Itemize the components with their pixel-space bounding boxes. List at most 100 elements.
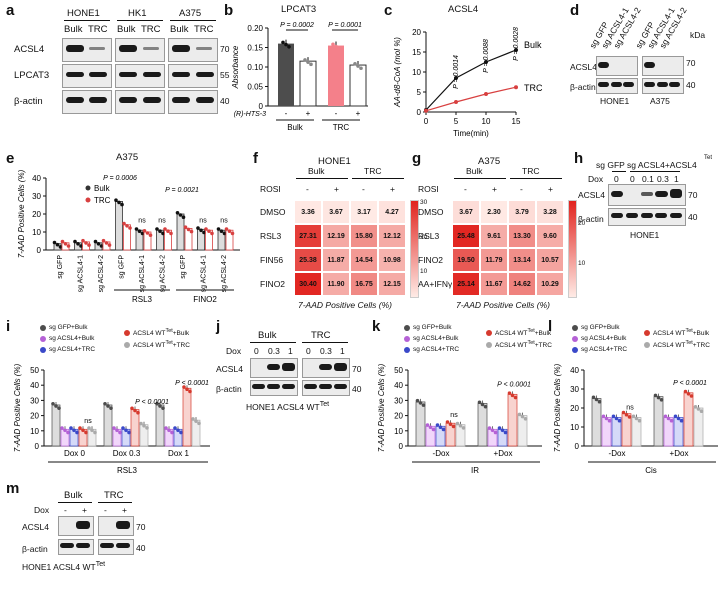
row-label: β-actin — [22, 544, 48, 554]
data-point — [653, 393, 658, 398]
panel-l-chart: 0 10 20 30 40 7-AAD Positive Cells (%) -Dox +Do… — [553, 363, 718, 475]
data-point — [96, 242, 101, 246]
heatmap-cell: 11.67 — [480, 272, 508, 296]
top-label: sg GFP sg ACSL4+ACSL4 — [596, 160, 697, 170]
data-point — [514, 85, 518, 90]
color-scale-bar — [410, 200, 419, 298]
lane-label: TRC — [194, 24, 214, 35]
legend-item: sg GFP+Bulk — [572, 324, 619, 331]
treatment-label: RSL3 — [132, 295, 153, 304]
heatmap-cell: 25.48 — [452, 224, 480, 248]
data-point — [490, 428, 495, 433]
legend-label: sg ACSL4+TRC — [581, 346, 628, 353]
lane-label: Bulk — [117, 24, 136, 35]
cell-line-underline — [170, 20, 216, 21]
y-tick-label: 40 — [30, 381, 39, 390]
legend-item: ACSL4 WTTet+TRC — [124, 340, 190, 349]
panel-label-e: e — [6, 150, 15, 167]
data-point — [155, 401, 159, 406]
data-point — [656, 395, 661, 400]
data-point — [659, 398, 664, 402]
data-point — [166, 229, 170, 233]
rosi-sign: + — [390, 184, 395, 194]
data-point — [303, 58, 307, 62]
column-group-label: Bulk — [308, 166, 325, 176]
y-tick-label: 10 — [570, 423, 579, 432]
rosi-label: ROSI — [260, 184, 281, 194]
data-point — [281, 40, 285, 45]
legend-dot — [40, 346, 46, 353]
y-tick-label: 10 — [32, 228, 41, 237]
data-point — [128, 226, 132, 230]
data-point — [163, 227, 167, 231]
cell-label: A375 — [650, 96, 670, 106]
heatmap-cell: 3.28 — [536, 200, 564, 224]
bar — [683, 392, 694, 447]
band — [116, 521, 130, 529]
column-group-label: TRC — [364, 166, 382, 176]
y-tick-label: 50 — [394, 366, 403, 375]
y-tick-label: 0 — [37, 246, 42, 255]
bar — [176, 213, 185, 251]
y-tick-label: 20 — [32, 210, 41, 219]
panel-e-chart: 0 10 20 30 40 7-AAD Positive Cells (%) sg GFP s… — [17, 169, 240, 304]
band — [119, 45, 137, 52]
data-point — [158, 229, 162, 233]
band — [66, 97, 84, 103]
panel-label-b: b — [224, 2, 234, 19]
dox-value: 0 — [254, 346, 259, 356]
data-point — [87, 426, 91, 430]
data-point — [287, 45, 291, 49]
data-point — [435, 423, 440, 427]
bar — [51, 404, 61, 447]
row-label: ACSL4 — [22, 522, 49, 532]
legend-label: ACSL4 WTTet+Bulk — [495, 328, 552, 338]
kda-label: kDa — [690, 30, 706, 40]
data-point — [617, 418, 622, 423]
p-value: P < 0.0001 — [135, 399, 169, 406]
x-tick-label: 0 — [424, 117, 429, 126]
band — [641, 192, 653, 196]
panel-i-chart: 0 10 20 30 40 50 7-AAD Positive Cells (%) Dox 0… — [13, 363, 210, 475]
data-point — [75, 430, 79, 435]
data-point — [204, 227, 208, 231]
chart-title: ACSL4 — [448, 4, 479, 15]
row-label: β-actin — [570, 82, 596, 92]
panel-g-heatmap: Bulk TRC ROSI - + - + DMSO 3.67 2.30 3.79 3.28 RSL3 2… — [418, 166, 585, 316]
rosi-sign: - — [464, 184, 467, 194]
band — [196, 97, 214, 103]
group-label: Bulk — [64, 490, 83, 501]
row-label: ACSL4 — [216, 364, 243, 374]
data-point — [637, 418, 642, 423]
condition-label: - — [335, 109, 338, 118]
data-point — [93, 430, 97, 435]
band — [598, 82, 609, 87]
p-value: P = 0.0014 — [453, 55, 460, 89]
cell-line-underline — [117, 20, 163, 21]
condition-label: - — [285, 109, 288, 118]
marker: 40 — [688, 212, 698, 222]
data-point — [483, 404, 488, 409]
data-point — [169, 231, 173, 236]
band — [119, 72, 137, 77]
data-point — [507, 391, 512, 395]
y-tick-label: 30 — [32, 192, 41, 201]
legend-item: sg ACSL4+Bulk — [404, 335, 458, 342]
data-point — [216, 227, 221, 231]
rosi-sign: + — [548, 184, 553, 194]
data-point — [458, 423, 463, 428]
data-point — [167, 428, 171, 433]
bar — [415, 401, 426, 447]
data-point — [173, 426, 177, 430]
data-point — [63, 242, 68, 246]
y-tick-label: 20 — [570, 404, 579, 413]
panel-label-i: i — [6, 318, 11, 335]
data-point — [441, 427, 446, 432]
p-value: P < 0.0001 — [673, 380, 707, 387]
band — [89, 72, 107, 77]
marker: 40 — [352, 384, 362, 394]
data-point — [517, 412, 522, 417]
row-label: LPCAT3 — [14, 70, 50, 81]
dox-value: 1 — [674, 174, 679, 184]
row-label: FINO2 — [418, 255, 444, 265]
